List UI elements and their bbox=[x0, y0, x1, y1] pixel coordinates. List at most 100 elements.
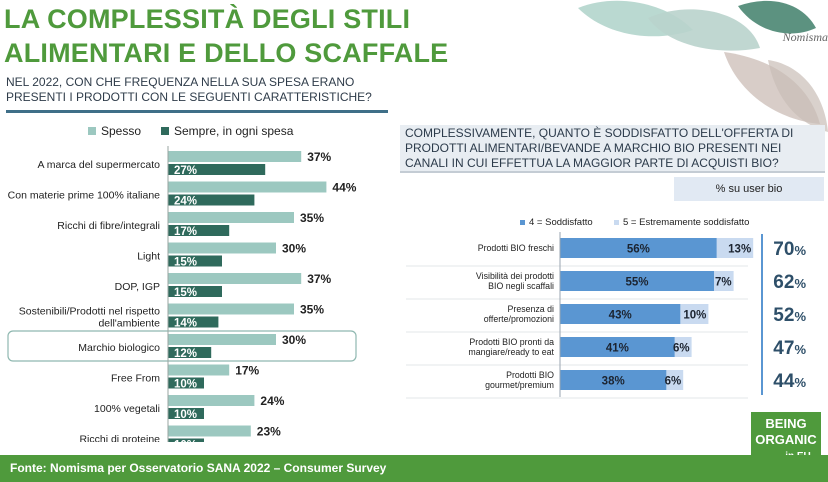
value-label-sempre-marchio-biologico: 12% bbox=[174, 348, 197, 360]
value-label-sempre-con-materie-prime-100-italiane: 24% bbox=[174, 196, 197, 208]
legend-item-sempre: Sempre, in ogni spesa bbox=[161, 124, 293, 138]
legend-swatch-soddisfatto bbox=[520, 220, 525, 225]
bar-estremamente-prodotti-bio-freschi bbox=[716, 238, 754, 258]
leaves-decoration bbox=[578, 0, 828, 132]
title-line-2: ALIMENTARI E DELLO SCAFFALE bbox=[4, 38, 449, 68]
bar-soddisfatto-visibilit-dei-prodotti-bio-negli-scaffali bbox=[560, 271, 714, 291]
bar-soddisfatto-prodotti-bio-pronti-da-mangiare-ready-to-eat bbox=[560, 337, 675, 357]
bar-sempre-100-vegetali bbox=[168, 408, 204, 419]
value-label-spesso-ricchi-di-proteine: 23% bbox=[257, 425, 281, 439]
category-label-con-materie-prime-100-italiane: Con materie prime 100% italiane bbox=[8, 190, 160, 202]
page-title: LA COMPLESSITÀ DEGLI STILI ALIMENTARI E … bbox=[4, 2, 524, 70]
category-label-light: Light bbox=[137, 251, 160, 263]
value-label-soddisfatto-presenza-di-offerte-promozioni: 43% bbox=[609, 310, 632, 322]
bar-soddisfatto-presenza-di-offerte-promozioni bbox=[560, 304, 681, 324]
value-label-sempre-a-marca-del-supermercato: 27% bbox=[174, 165, 197, 177]
legend-label-sempre: Sempre, in ogni spesa bbox=[174, 124, 294, 138]
right-question: COMPLESSIVAMENTE, QUANTO È SODDISFATTO D… bbox=[400, 125, 825, 173]
category-label-ricchi-di-fibre-integrali: Ricchi di fibre/integrali bbox=[57, 220, 160, 232]
bar-sempre-free-from bbox=[168, 377, 204, 389]
value-label-sempre-100-vegetali: 10% bbox=[174, 409, 197, 421]
value-label-soddisfatto-prodotti-bio-freschi: 56% bbox=[627, 244, 650, 256]
value-label-estremamente-prodotti-bio-gourmet-premium: 6% bbox=[665, 376, 682, 388]
value-label-sempre-dop-igp: 15% bbox=[174, 287, 197, 299]
bar-sempre-marchio-biologico bbox=[168, 347, 212, 358]
value-label-estremamente-prodotti-bio-freschi: 13% bbox=[728, 244, 751, 256]
value-label-soddisfatto-prodotti-bio-gourmet-premium: 38% bbox=[602, 376, 625, 388]
value-label-spesso-free-from: 17% bbox=[235, 364, 259, 378]
legend-item-spesso: Spesso bbox=[88, 124, 141, 138]
category-label-100-vegetali: 100% vegetali bbox=[94, 403, 160, 415]
category-label-prodotti-bio-pronti-da-mangiare-ready-to-eat-line-2: mangiare/ready to eat bbox=[468, 347, 554, 357]
value-label-spesso-light: 30% bbox=[282, 242, 306, 256]
value-label-spesso-sostenibili-prodotti-nel-rispetto-dell-ambiente: 35% bbox=[300, 303, 324, 317]
right-subheader: % su user bio bbox=[674, 177, 824, 201]
category-label-visibilit-dei-prodotti-bio-negli-scaffali-line-1: Visibilità dei prodotti bbox=[476, 271, 554, 281]
category-label-prodotti-bio-gourmet-premium-line-2: gourmet/premium bbox=[485, 380, 554, 390]
value-label-soddisfatto-prodotti-bio-pronti-da-mangiare-ready-to-eat: 41% bbox=[606, 343, 629, 355]
legend-swatch-estremamente bbox=[614, 220, 619, 225]
value-label-spesso-a-marca-del-supermercato: 37% bbox=[307, 150, 331, 164]
bar-spesso-con-materie-prime-100-italiane bbox=[168, 181, 327, 193]
value-label-estremamente-prodotti-bio-pronti-da-mangiare-ready-to-eat: 6% bbox=[673, 343, 690, 355]
logo-line-2: ORGANIC bbox=[755, 432, 817, 447]
bar-spesso-dop-igp bbox=[168, 273, 302, 284]
bar-spesso-light bbox=[168, 242, 276, 254]
bar-sempre-light bbox=[168, 255, 222, 267]
legend-item-soddisfatto: 4 = Soddisfatto bbox=[520, 217, 593, 228]
value-label-sempre-free-from: 10% bbox=[174, 379, 197, 391]
bar-spesso-free-from bbox=[168, 364, 230, 376]
bar-soddisfatto-prodotti-bio-gourmet-premium bbox=[560, 370, 667, 390]
category-label-ricchi-di-proteine: Ricchi di proteine bbox=[79, 434, 160, 443]
legend-item-estremamente: 5 = Estremamente soddisfatto bbox=[614, 217, 749, 228]
nomisma-logo: Nomisma bbox=[782, 30, 828, 44]
bar-estremamente-presenza-di-offerte-promozioni bbox=[680, 304, 709, 324]
bar-estremamente-visibilit-dei-prodotti-bio-negli-scaffali bbox=[714, 271, 734, 291]
value-label-sempre-sostenibili-prodotti-nel-rispetto-dell-ambiente: 14% bbox=[174, 318, 197, 330]
highlight-box bbox=[7, 330, 357, 362]
legend-swatch-sempre bbox=[161, 127, 169, 135]
bar-spesso-100-vegetali bbox=[168, 395, 255, 406]
bar-estremamente-prodotti-bio-pronti-da-mangiare-ready-to-eat bbox=[674, 337, 692, 357]
bar-sempre-ricchi-di-fibre-integrali bbox=[168, 225, 230, 236]
legend-label-soddisfatto: 4 = Soddisfatto bbox=[529, 217, 593, 228]
legend-label-spesso: Spesso bbox=[101, 124, 142, 138]
bar-sempre-a-marca-del-supermercato bbox=[168, 164, 266, 175]
left-chart: A marca del supermercato 37% 27% Con materi… bbox=[7, 146, 357, 443]
value-label-soddisfatto-visibilit-dei-prodotti-bio-negli-scaffali: 55% bbox=[625, 277, 648, 289]
value-label-spesso-ricchi-di-fibre-integrali: 35% bbox=[300, 211, 324, 225]
legend-swatch-spesso bbox=[88, 127, 96, 135]
bar-soddisfatto-prodotti-bio-freschi bbox=[560, 238, 717, 258]
value-label-sempre-ricchi-di-fibre-integrali: 17% bbox=[174, 226, 197, 238]
value-label-spesso-100-vegetali: 24% bbox=[260, 394, 284, 408]
bar-spesso-ricchi-di-fibre-integrali bbox=[168, 212, 294, 223]
total-label-visibilit-dei-prodotti-bio-negli-scaffali: 62% bbox=[773, 272, 806, 293]
bar-sempre-con-materie-prime-100-italiane bbox=[168, 194, 255, 206]
category-label-sostenibili-prodotti-nel-rispetto-dell-ambiente-line-1: Sostenibili/Prodotti nel rispetto bbox=[19, 306, 160, 318]
bar-spesso-marchio-biologico bbox=[168, 334, 276, 345]
category-label-visibilit-dei-prodotti-bio-negli-scaffali-line-2: BIO negli scaffali bbox=[488, 281, 554, 291]
category-label-a-marca-del-supermercato: A marca del supermercato bbox=[37, 159, 160, 171]
value-label-spesso-dop-igp: 37% bbox=[307, 272, 331, 286]
category-label-dop-igp: DOP, IGP bbox=[115, 281, 160, 293]
value-label-spesso-con-materie-prime-100-italiane: 44% bbox=[332, 181, 356, 195]
category-label-presenza-di-offerte-promozioni-line-1: Presenza di bbox=[508, 304, 554, 314]
category-label-presenza-di-offerte-promozioni-line-2: offerte/promozioni bbox=[484, 314, 554, 324]
title-line-1: LA COMPLESSITÀ DEGLI STILI bbox=[4, 4, 411, 34]
left-question: NEL 2022, CON CHE FREQUENZA NELLA SUA SP… bbox=[6, 75, 388, 113]
right-chart: Prodotti BIO freschi 56% 13% 70% Visibilità … bbox=[406, 232, 806, 399]
value-label-estremamente-presenza-di-offerte-promozioni: 10% bbox=[683, 310, 706, 322]
total-label-presenza-di-offerte-promozioni: 52% bbox=[773, 305, 806, 326]
value-label-sempre-light: 15% bbox=[174, 257, 197, 269]
category-label-marchio-biologico: Marchio biologico bbox=[78, 342, 160, 354]
category-label-free-from: Free From bbox=[111, 373, 160, 385]
category-label-prodotti-bio-gourmet-premium-line-1: Prodotti BIO bbox=[506, 370, 554, 380]
footer-source: Fonte: Nomisma per Osservatorio SANA 202… bbox=[10, 461, 387, 475]
total-label-prodotti-bio-gourmet-premium: 44% bbox=[773, 371, 806, 392]
value-label-estremamente-visibilit-dei-prodotti-bio-negli-scaffali: 7% bbox=[715, 277, 732, 289]
bar-spesso-sostenibili-prodotti-nel-rispetto-dell-ambiente bbox=[168, 303, 294, 315]
bar-spesso-a-marca-del-supermercato bbox=[168, 151, 302, 162]
footer-bar bbox=[0, 455, 828, 482]
category-label-prodotti-bio-freschi: Prodotti BIO freschi bbox=[478, 243, 554, 253]
bar-sempre-sostenibili-prodotti-nel-rispetto-dell-ambiente bbox=[168, 316, 219, 328]
